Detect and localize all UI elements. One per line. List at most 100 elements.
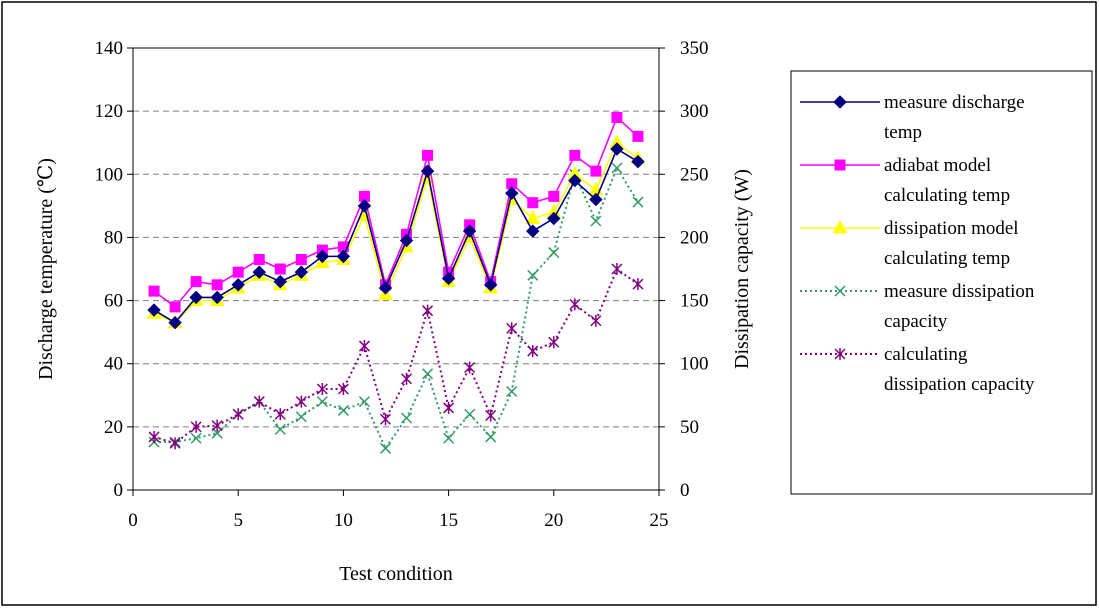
data-point — [274, 408, 286, 421]
x-tick-label: 5 — [233, 510, 243, 531]
y2-tick-label: 350 — [680, 38, 709, 59]
data-point — [253, 395, 265, 408]
data-point — [485, 431, 497, 443]
legend-label-line: measure discharge — [884, 92, 1025, 113]
marker-stroke — [190, 432, 202, 444]
y-tick-label: 40 — [104, 354, 123, 375]
legend-marker — [834, 159, 846, 171]
marker-stroke — [443, 432, 455, 444]
data-point — [253, 254, 265, 266]
y-tick-label: 120 — [95, 101, 124, 122]
data-point — [252, 265, 266, 279]
legend-label: measure dissipation capacity — [884, 281, 1035, 332]
data-point — [358, 396, 370, 408]
data-point — [441, 271, 456, 286]
data-point — [231, 278, 245, 292]
x-tick-label: 15 — [439, 510, 458, 531]
legend-label-line: calculating temp — [884, 185, 1010, 206]
y-tick-label: 140 — [95, 38, 124, 59]
grid-lines — [133, 110, 659, 428]
data-point — [316, 396, 328, 408]
legend-item: measure dissipation capacity — [800, 281, 1035, 332]
data-point — [190, 432, 202, 444]
data-point — [589, 192, 603, 207]
data-point — [422, 304, 434, 317]
data-point — [148, 430, 160, 443]
legend: measure discharge temp adiabat model calcul… — [800, 92, 1035, 395]
data-point — [611, 162, 623, 174]
y2-tick-label: 200 — [680, 227, 709, 248]
data-point — [632, 278, 644, 291]
data-point — [632, 130, 644, 142]
legend-marker — [833, 95, 847, 109]
data-point — [190, 420, 202, 433]
marker-stroke — [422, 368, 434, 380]
data-point — [505, 186, 519, 200]
data-point — [295, 254, 307, 266]
y2-tick-label: 50 — [680, 417, 699, 438]
marker-stroke — [379, 442, 392, 454]
legend-marker — [834, 285, 846, 297]
marker-stroke — [295, 411, 307, 423]
marker-stroke — [316, 396, 328, 408]
marker-stroke — [506, 385, 518, 398]
data-point — [443, 401, 455, 414]
axes: 0 20 40 60 80 100 120 140 0 50 100 150 200 250 300 350 0… — [95, 38, 709, 531]
data-point — [379, 413, 392, 426]
y2-tick-label: 300 — [680, 101, 709, 122]
data-point — [483, 278, 498, 292]
data-point — [506, 385, 518, 398]
data-point — [548, 190, 560, 202]
data-point — [590, 165, 602, 177]
data-point — [211, 419, 223, 432]
data-point — [336, 249, 351, 264]
data-point — [169, 301, 181, 313]
data-point — [399, 233, 414, 248]
data-point — [422, 368, 434, 380]
data-point — [273, 274, 287, 289]
data-point — [295, 411, 307, 423]
data-point — [568, 173, 582, 188]
data-point — [169, 437, 181, 450]
marker-stroke — [464, 408, 476, 420]
series-layer — [146, 111, 646, 454]
data-point — [379, 442, 392, 454]
data-point — [464, 408, 476, 420]
data-point — [294, 265, 309, 279]
data-point — [527, 197, 539, 209]
marker-stroke — [337, 404, 349, 416]
data-point — [632, 196, 644, 208]
marker-stroke — [611, 162, 623, 174]
legend-item: adiabat model calculating temp — [800, 155, 1010, 206]
data-point — [443, 432, 455, 444]
legend-label-line: capacity — [884, 311, 948, 332]
legend-label-line: dissipation model — [884, 218, 1019, 239]
data-point — [547, 211, 561, 226]
data-point — [422, 149, 434, 161]
marker-stroke — [548, 247, 560, 259]
legend-label-line: adiabat model — [884, 155, 991, 176]
y-tick-label: 100 — [95, 164, 124, 185]
data-point — [210, 290, 224, 305]
data-point — [548, 336, 560, 349]
data-point — [358, 340, 370, 353]
data-point — [337, 404, 349, 416]
data-point — [569, 149, 581, 161]
data-point — [506, 322, 518, 335]
y2-axis-title: Dissipation capacity (W) — [731, 169, 753, 369]
marker-stroke — [834, 285, 846, 297]
data-point — [168, 315, 182, 330]
legend-marker — [834, 348, 846, 360]
y2-tick-label: 250 — [680, 164, 709, 185]
data-point — [148, 285, 160, 297]
data-point — [337, 382, 349, 395]
y2-tick-label: 100 — [680, 354, 709, 375]
legend-label: calculating dissipation capacity — [884, 344, 1035, 395]
data-point — [190, 276, 202, 288]
x-tick-label: 25 — [650, 510, 669, 531]
data-point — [400, 372, 413, 385]
legend-box — [790, 70, 1093, 495]
legend-label-line: dissipation capacity — [884, 374, 1035, 395]
data-point — [485, 409, 497, 422]
